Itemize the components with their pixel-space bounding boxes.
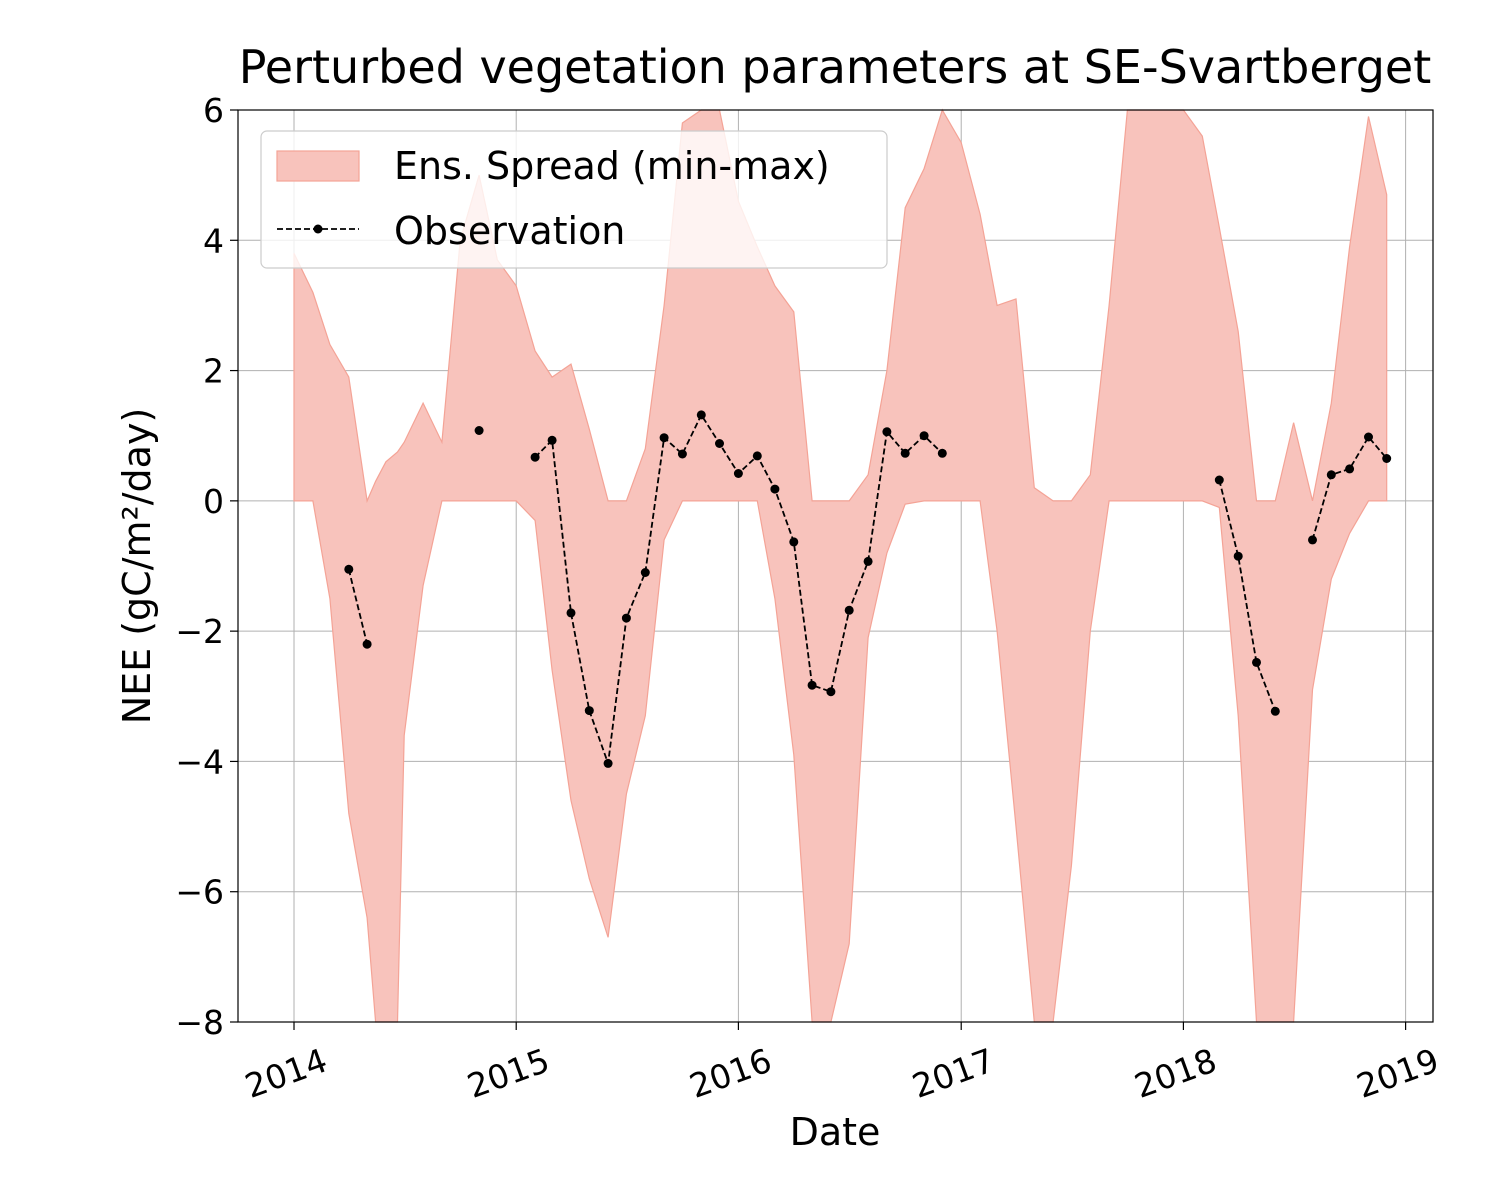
observation-point xyxy=(715,439,724,448)
x-tick-label: 2017 xyxy=(907,1041,999,1106)
legend-swatch-observation-marker xyxy=(313,224,323,234)
x-axis-label: Date xyxy=(790,1110,881,1154)
legend-label-observation: Observation xyxy=(394,209,625,253)
observation-point xyxy=(659,433,669,443)
x-tick-label: 2014 xyxy=(240,1041,332,1106)
observation-point xyxy=(807,680,817,690)
observation-point xyxy=(733,469,743,478)
x-tick-label: 2016 xyxy=(684,1041,776,1106)
observation-point xyxy=(789,537,799,547)
x-tick-label: 2018 xyxy=(1129,1041,1221,1106)
observation-point xyxy=(1308,535,1317,545)
observation-point xyxy=(362,639,372,649)
observation-point xyxy=(919,431,929,441)
legend-label-spread: Ens. Spread (min-max) xyxy=(394,144,830,188)
observation-point xyxy=(882,427,892,437)
observation-point xyxy=(1364,432,1373,442)
observation-point xyxy=(677,449,687,459)
x-tick-label: 2019 xyxy=(1352,1041,1444,1106)
observation-point xyxy=(584,706,594,716)
y-tick-label: 4 xyxy=(203,221,224,260)
y-tick-label: −6 xyxy=(175,873,224,912)
legend-box xyxy=(260,130,888,269)
y-tick-label: 2 xyxy=(203,352,224,391)
observation-point xyxy=(1382,454,1392,463)
chart-title: Perturbed vegetation parameters at SE-Sv… xyxy=(239,40,1432,94)
legend: Ens. Spread (min-max) Observation xyxy=(260,130,888,269)
y-axis-ticks: −8 −6 −4 −2 0 2 4 6 xyxy=(175,91,238,1042)
observation-line xyxy=(347,569,368,645)
ensemble-spread-band xyxy=(293,108,1388,1023)
plot-frame xyxy=(237,109,1434,1023)
observation-point xyxy=(474,426,484,435)
observation-point xyxy=(1326,470,1336,480)
observation-point xyxy=(530,452,540,462)
spread-band-area xyxy=(293,108,1388,1023)
y-tick-label: −4 xyxy=(175,742,224,781)
y-tick-label: −8 xyxy=(175,1003,224,1042)
y-tick-label: 0 xyxy=(203,482,224,521)
observation-point xyxy=(844,605,854,615)
y-axis-label: NEE (gC/m²/day) xyxy=(115,408,159,725)
observation-point xyxy=(1252,657,1261,667)
y-tick-label: 6 xyxy=(203,91,224,130)
observation-point xyxy=(1214,475,1224,485)
observation-point xyxy=(826,687,836,697)
observation-point xyxy=(863,556,873,566)
x-axis-ticks: 2014 2015 2016 2017 2018 2019 xyxy=(240,1022,1444,1106)
observation-point xyxy=(752,451,762,461)
observation-point xyxy=(1233,551,1243,561)
legend-swatch-spread xyxy=(276,150,360,182)
observation-point xyxy=(1345,464,1355,474)
observation-point xyxy=(621,613,631,623)
observation-point xyxy=(696,410,706,420)
observation-series xyxy=(344,410,1392,768)
y-tick-label: −2 xyxy=(175,612,224,651)
observation-point xyxy=(344,564,354,574)
observation-point xyxy=(566,608,576,618)
observation-point xyxy=(547,435,557,445)
observation-point xyxy=(770,484,780,494)
observation-point xyxy=(937,448,947,458)
observation-point xyxy=(603,758,613,768)
observation-point xyxy=(640,568,650,577)
observation-line xyxy=(1218,479,1277,712)
x-tick-label: 2015 xyxy=(462,1041,554,1106)
observation-point xyxy=(1270,706,1280,716)
observation-point xyxy=(900,448,910,458)
